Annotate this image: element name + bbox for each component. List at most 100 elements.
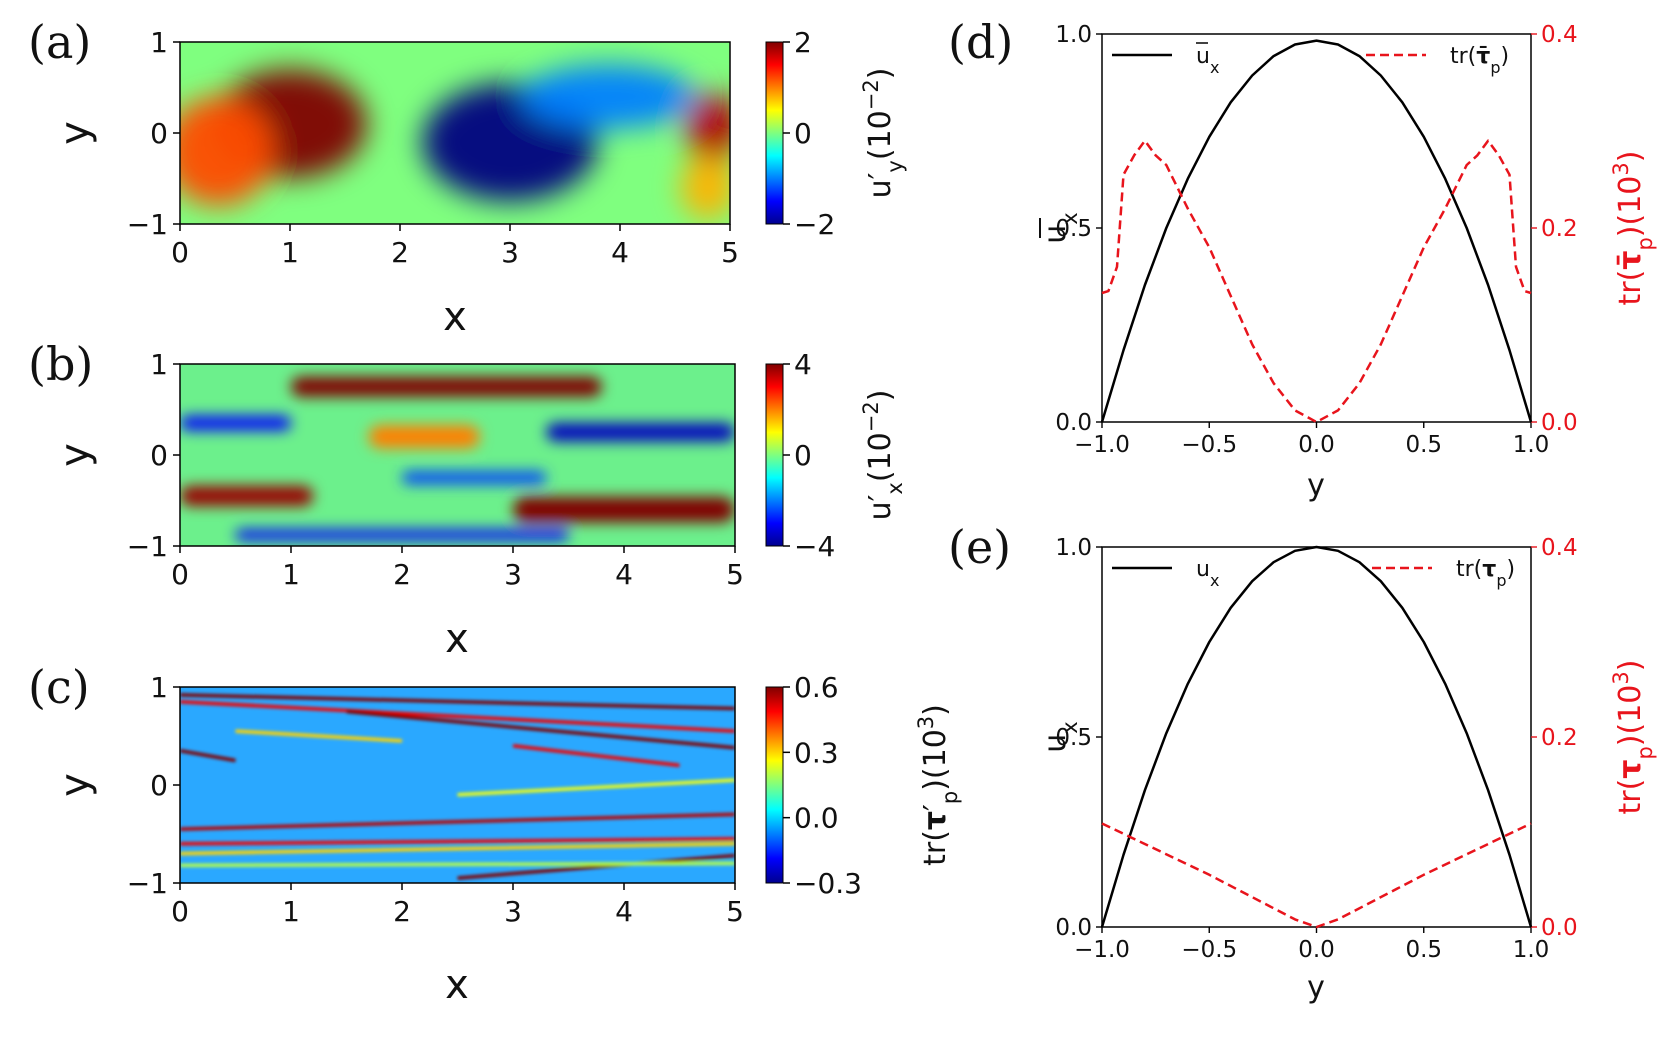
colorbar-tick-label-b-0: 4 [794, 348, 812, 381]
x-tick-label-c-5: 5 [726, 895, 744, 928]
y2-tick-label-d-1: 0.2 [1541, 216, 1578, 242]
y2-tick-label-e-1: 0.2 [1541, 725, 1578, 751]
x-tick-label-b-0: 0 [171, 558, 189, 591]
x-tick-label-c-1: 1 [282, 895, 300, 928]
x-axis-label-c: x [445, 962, 469, 1008]
x-tick-label-c-3: 3 [504, 895, 522, 928]
x-tick-label-b-2: 2 [393, 558, 411, 591]
colorbar-a [765, 41, 784, 225]
legend-e: ux tr(τp) [1112, 557, 1515, 590]
x-tick-label-a-3: 3 [501, 236, 519, 269]
legend-d: ux tr(τ̄p) [1112, 42, 1509, 77]
colorbar-c [765, 686, 784, 884]
y-tick-label-b-2: −1 [127, 530, 168, 563]
colorbar-tick-label-c-1: 0.3 [794, 736, 839, 769]
y-axis-label-c: y [52, 773, 98, 797]
y2-tick-label-e-2: 0.4 [1541, 535, 1578, 561]
series-d-velocity [1100, 39, 1533, 423]
panel-label-b: (b) [28, 337, 93, 391]
y-tick-label-e-2: 1.0 [1055, 535, 1092, 561]
heatmap-c-filament-7 [180, 812, 735, 831]
x-tick-label-d-3: 0.5 [1405, 432, 1442, 458]
y-tick-label-d-2: 1.0 [1055, 22, 1092, 48]
y-axis-label-a: y [52, 121, 98, 145]
heatmap-a-region-4 [686, 92, 730, 165]
heatmap-c-filament-0 [180, 693, 735, 711]
series-e-stress-trace [1101, 822, 1532, 929]
axis-ticks-b: 0 1 2 3 4 510−1 [127, 348, 744, 591]
series-lines-e [1100, 545, 1533, 929]
colorbar-label-c: tr(τ′p)(103) [914, 704, 962, 866]
axis-ticks-e: −1.0 −0.5 0.0 0.5 1.00.00.51.00.00.20.4 [1055, 535, 1577, 963]
heatmap-c-filament-3 [180, 748, 236, 763]
axis-ticks-a: 0 1 2 3 4 510−1 [127, 26, 739, 269]
colorbar-ticks-b: 4 0 −4 [783, 348, 835, 563]
panel-e: (e) −1.0 −0.5 0.0 0.5 1.00.00.51.00.00.20.4 … [948, 520, 1657, 1005]
heatmap-c-filament-1 [180, 699, 735, 733]
heatmap-b-streak-4 [546, 423, 735, 442]
colorbar-ticks-c: 0.6 0.3 0.0 −0.3 [783, 671, 862, 900]
heatmap-c [180, 693, 735, 880]
x-tick-label-a-5: 5 [721, 236, 739, 269]
heatmap-a-region-1 [180, 96, 274, 206]
heatmap-b-streak-1 [180, 485, 314, 506]
panel-c: (c) 0 1 2 3 4 510−1 x y 0.60.30.0−0.3 tr(τ′p)… [28, 660, 962, 1008]
axis-ticks-c: 0 1 2 3 4 510−1 [127, 671, 744, 928]
x-tick-label-c-4: 4 [615, 895, 633, 928]
plot-frame-e [1101, 546, 1532, 928]
legend-e-label-trace: tr(τp) [1456, 557, 1515, 590]
series-d-stress-trace [1101, 139, 1532, 424]
x-tick-label-d-0: −1.0 [1074, 432, 1130, 458]
heatmap-c-filament-4 [235, 729, 403, 743]
heatmap-b-streak-3 [180, 415, 291, 431]
colorbar-tick-label-a-0: 2 [794, 26, 812, 59]
y2-tick-label-d-0: 0.0 [1541, 410, 1578, 436]
heatmap-b-streak-5 [235, 529, 569, 541]
panel-label-e: (e) [948, 520, 1011, 574]
heatmap-c-filament-11 [180, 861, 735, 868]
y-tick-label-c-2: −1 [127, 867, 168, 900]
y2-tick-label-e-0: 0.0 [1541, 915, 1578, 941]
y-tick-label-e-0: 0.0 [1055, 915, 1092, 941]
heatmap-c-filament-8 [180, 837, 735, 846]
y2-axis-label-d: tr(τ̄p)(103) [1609, 151, 1657, 306]
x-tick-label-c-2: 2 [393, 895, 411, 928]
heatmap-b-streak-0 [291, 376, 602, 397]
x-tick-label-b-4: 4 [615, 558, 633, 591]
axis-ticks-d: −1.0 −0.5 0.0 0.5 1.00.00.51.00.00.20.4 [1055, 22, 1577, 458]
panel-label-c: (c) [28, 660, 90, 714]
legend-d-label-mean-ux: ux [1196, 44, 1219, 77]
x-tick-label-d-2: 0.0 [1298, 432, 1335, 458]
legend-e-label-ux: ux [1196, 557, 1219, 590]
y2-axis-label-e: tr(τp)(103) [1609, 660, 1657, 815]
panel-b: (b) 0 1 2 3 4 510−1 x y 40−4 u′x(10−2) [28, 337, 907, 662]
panel-a: (a) 0 1 2 3 4 510−1 x y 20−2 u′y(10−2) [28, 15, 907, 340]
y-tick-label-b-0: 1 [150, 348, 168, 381]
x-tick-label-a-4: 4 [611, 236, 629, 269]
heatmap-b-streak-7 [368, 425, 480, 449]
colorbar-tick-label-a-1: 0 [794, 117, 812, 150]
y-tick-label-c-1: 0 [150, 769, 168, 802]
x-tick-label-d-1: −0.5 [1181, 432, 1237, 458]
x-tick-label-e-4: 1.0 [1513, 937, 1550, 963]
colorbar-b [765, 363, 784, 547]
heatmap-c-filament-10 [457, 853, 735, 880]
x-axis-label-d: y [1307, 468, 1325, 503]
y-tick-label-a-1: 0 [150, 117, 168, 150]
heatmap-b-streak-6 [402, 471, 547, 485]
x-tick-label-b-3: 3 [504, 558, 522, 591]
x-axis-label-b: x [445, 616, 469, 662]
x-tick-label-a-0: 0 [171, 236, 189, 269]
x-tick-label-b-5: 5 [726, 558, 744, 591]
series-lines-d [1100, 39, 1533, 424]
colorbar-label-b: u′x(10−2) [859, 390, 907, 521]
x-axis-label-a: x [443, 294, 467, 340]
x-tick-label-d-4: 1.0 [1513, 432, 1550, 458]
heatmap-c-filament-5 [512, 744, 680, 768]
x-axis-label-e: y [1307, 970, 1325, 1005]
x-tick-label-e-1: −0.5 [1181, 937, 1237, 963]
panel-label-a: (a) [28, 15, 91, 69]
x-tick-label-e-0: −1.0 [1074, 937, 1130, 963]
heatmap-c-filament-6 [457, 778, 735, 797]
